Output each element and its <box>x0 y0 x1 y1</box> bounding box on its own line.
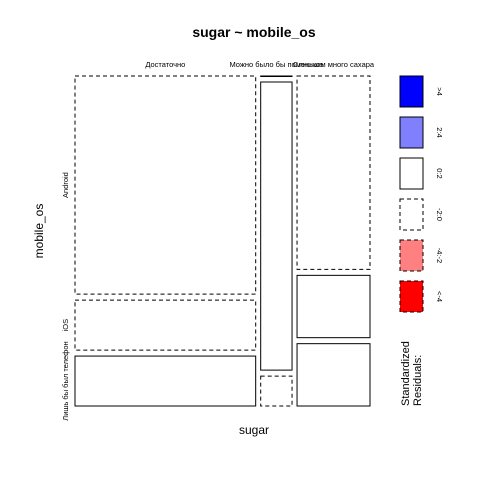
row-label-3: Лишь бы был телефон <box>61 341 70 420</box>
y-axis-label: mobile_os <box>32 204 46 259</box>
column-label-3: Слишком много сахара <box>293 60 375 69</box>
legend-label-5: -4:-2 <box>435 248 444 263</box>
legend: Standardized Residuals: >4 2:4 0:2 -2:0 -4:-… <box>400 76 444 406</box>
legend-title-line1: Standardized <box>400 341 412 406</box>
legend-label-6: <-4 <box>435 291 444 302</box>
mosaic-cell-1-1 <box>75 76 256 294</box>
mosaic-cell-3-1 <box>297 76 370 269</box>
row-labels: Android iOS Лишь бы был телефон <box>61 172 70 421</box>
mosaic-cell-2-3 <box>261 376 292 406</box>
legend-title-line2: Residuals: <box>412 355 424 406</box>
legend-swatch-2 <box>400 117 423 148</box>
column-labels: Достаточно Можно было бы поменьшеСлишком … <box>145 60 375 69</box>
row-label-1: Android <box>61 172 70 198</box>
legend-label-3: 0:2 <box>435 168 444 178</box>
mosaic-cell-2-1 <box>261 76 292 77</box>
mosaic-cells <box>75 76 370 406</box>
legend-swatch-1 <box>400 76 423 107</box>
legend-label-4: -2:0 <box>435 208 444 221</box>
legend-label-1: >4 <box>435 87 444 96</box>
legend-swatch-3 <box>400 158 423 189</box>
legend-swatch-6 <box>400 281 423 312</box>
row-label-2: iOS <box>61 319 70 332</box>
x-axis-label: sugar <box>239 423 269 437</box>
mosaic-cell-3-2 <box>297 275 370 337</box>
legend-label-2: 2:4 <box>435 127 444 137</box>
legend-swatch-4 <box>400 199 423 230</box>
legend-swatch-5 <box>400 240 423 271</box>
mosaic-cell-1-2 <box>75 300 256 350</box>
chart-title: sugar ~ mobile_os <box>192 24 316 40</box>
mosaic-cell-1-3 <box>75 356 256 406</box>
mosaic-cell-3-3 <box>297 344 370 406</box>
mosaic-cell-2-2 <box>261 82 292 370</box>
column-label-1: Достаточно <box>145 60 185 69</box>
